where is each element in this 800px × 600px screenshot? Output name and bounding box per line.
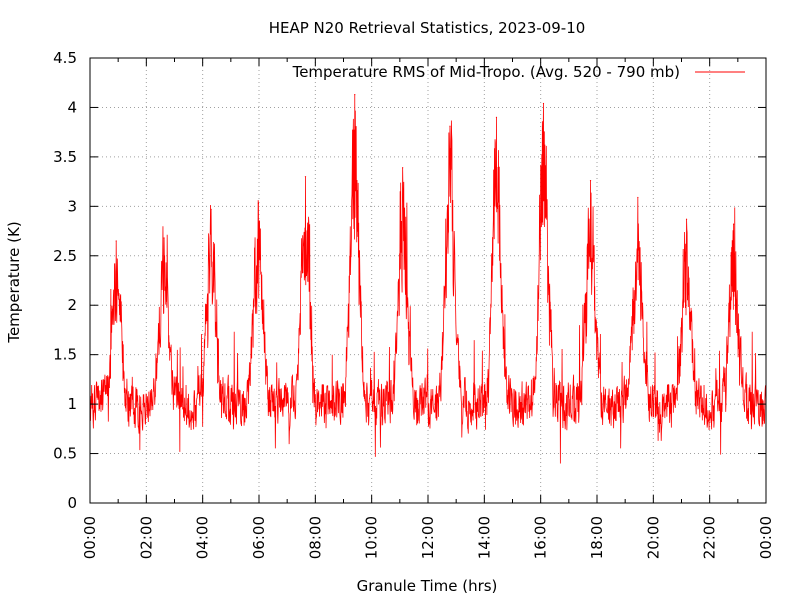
x-tick-label: 14:00 [475,516,493,559]
y-tick-label: 3 [67,197,77,215]
grid-lines [90,58,766,503]
x-tick-label: 12:00 [419,516,437,559]
peak-point [115,240,117,242]
x-tick-label: 10:00 [363,516,381,559]
x-tick-label: 20:00 [644,516,662,559]
y-tick-label: 4 [67,98,77,116]
peak-point [733,223,735,225]
x-tick-label: 06:00 [250,516,268,559]
x-tick-label: 04:00 [194,516,212,559]
x-tick-labels: 00:00 02:00 04:00 06:00 08:00 10:00 12:00 14:00… [81,516,775,559]
y-tick-label: 1.5 [53,346,77,364]
peak-point [685,218,688,220]
y-axis-label: Temperature (K) [5,221,23,343]
y-tick-label: 2 [67,296,77,314]
peak-point [163,237,165,239]
x-axis-label: Granule Time (hrs) [357,577,498,595]
peak-point [495,116,498,118]
series-line [89,94,767,464]
y-tick-label: 0 [67,494,77,512]
chart-title: HEAP N20 Retrieval Statistics, 2023-09-1… [269,19,586,37]
y-tick-label: 2.5 [53,247,77,265]
peak-point [449,125,451,127]
legend: Temperature RMS of Mid-Tropo. (Avg. 520 … [292,63,745,81]
series-layer [89,93,767,464]
x-tick-label: 08:00 [306,516,324,559]
x-tick-label: 16:00 [532,516,550,559]
y-tick-label: 1 [67,395,77,413]
y-tick-label: 3.5 [53,148,77,166]
y-tick-label: 0.5 [53,445,77,463]
peak-point [210,208,212,210]
y-tick-labels: 0 0.5 1 1.5 2 2.5 3 3.5 4 4.5 [53,49,77,512]
y-tick-label: 4.5 [53,49,77,67]
peak-point [304,176,307,178]
peak-point [402,167,404,169]
peak-point [589,180,592,182]
x-tick-label: 18:00 [588,516,606,559]
plot-frame [89,57,767,504]
peak-point [354,93,356,96]
x-tick-label: 00:00 [757,516,775,559]
x-tick-label: 22:00 [701,516,719,559]
x-tick-label: 00:00 [81,516,99,559]
peak-point [542,102,545,105]
peak-point [637,196,639,199]
legend-label: Temperature RMS of Mid-Tropo. (Avg. 520 … [292,63,680,81]
x-tick-label: 02:00 [137,516,155,559]
peak-point [257,202,260,204]
axis-ticks [89,57,767,504]
